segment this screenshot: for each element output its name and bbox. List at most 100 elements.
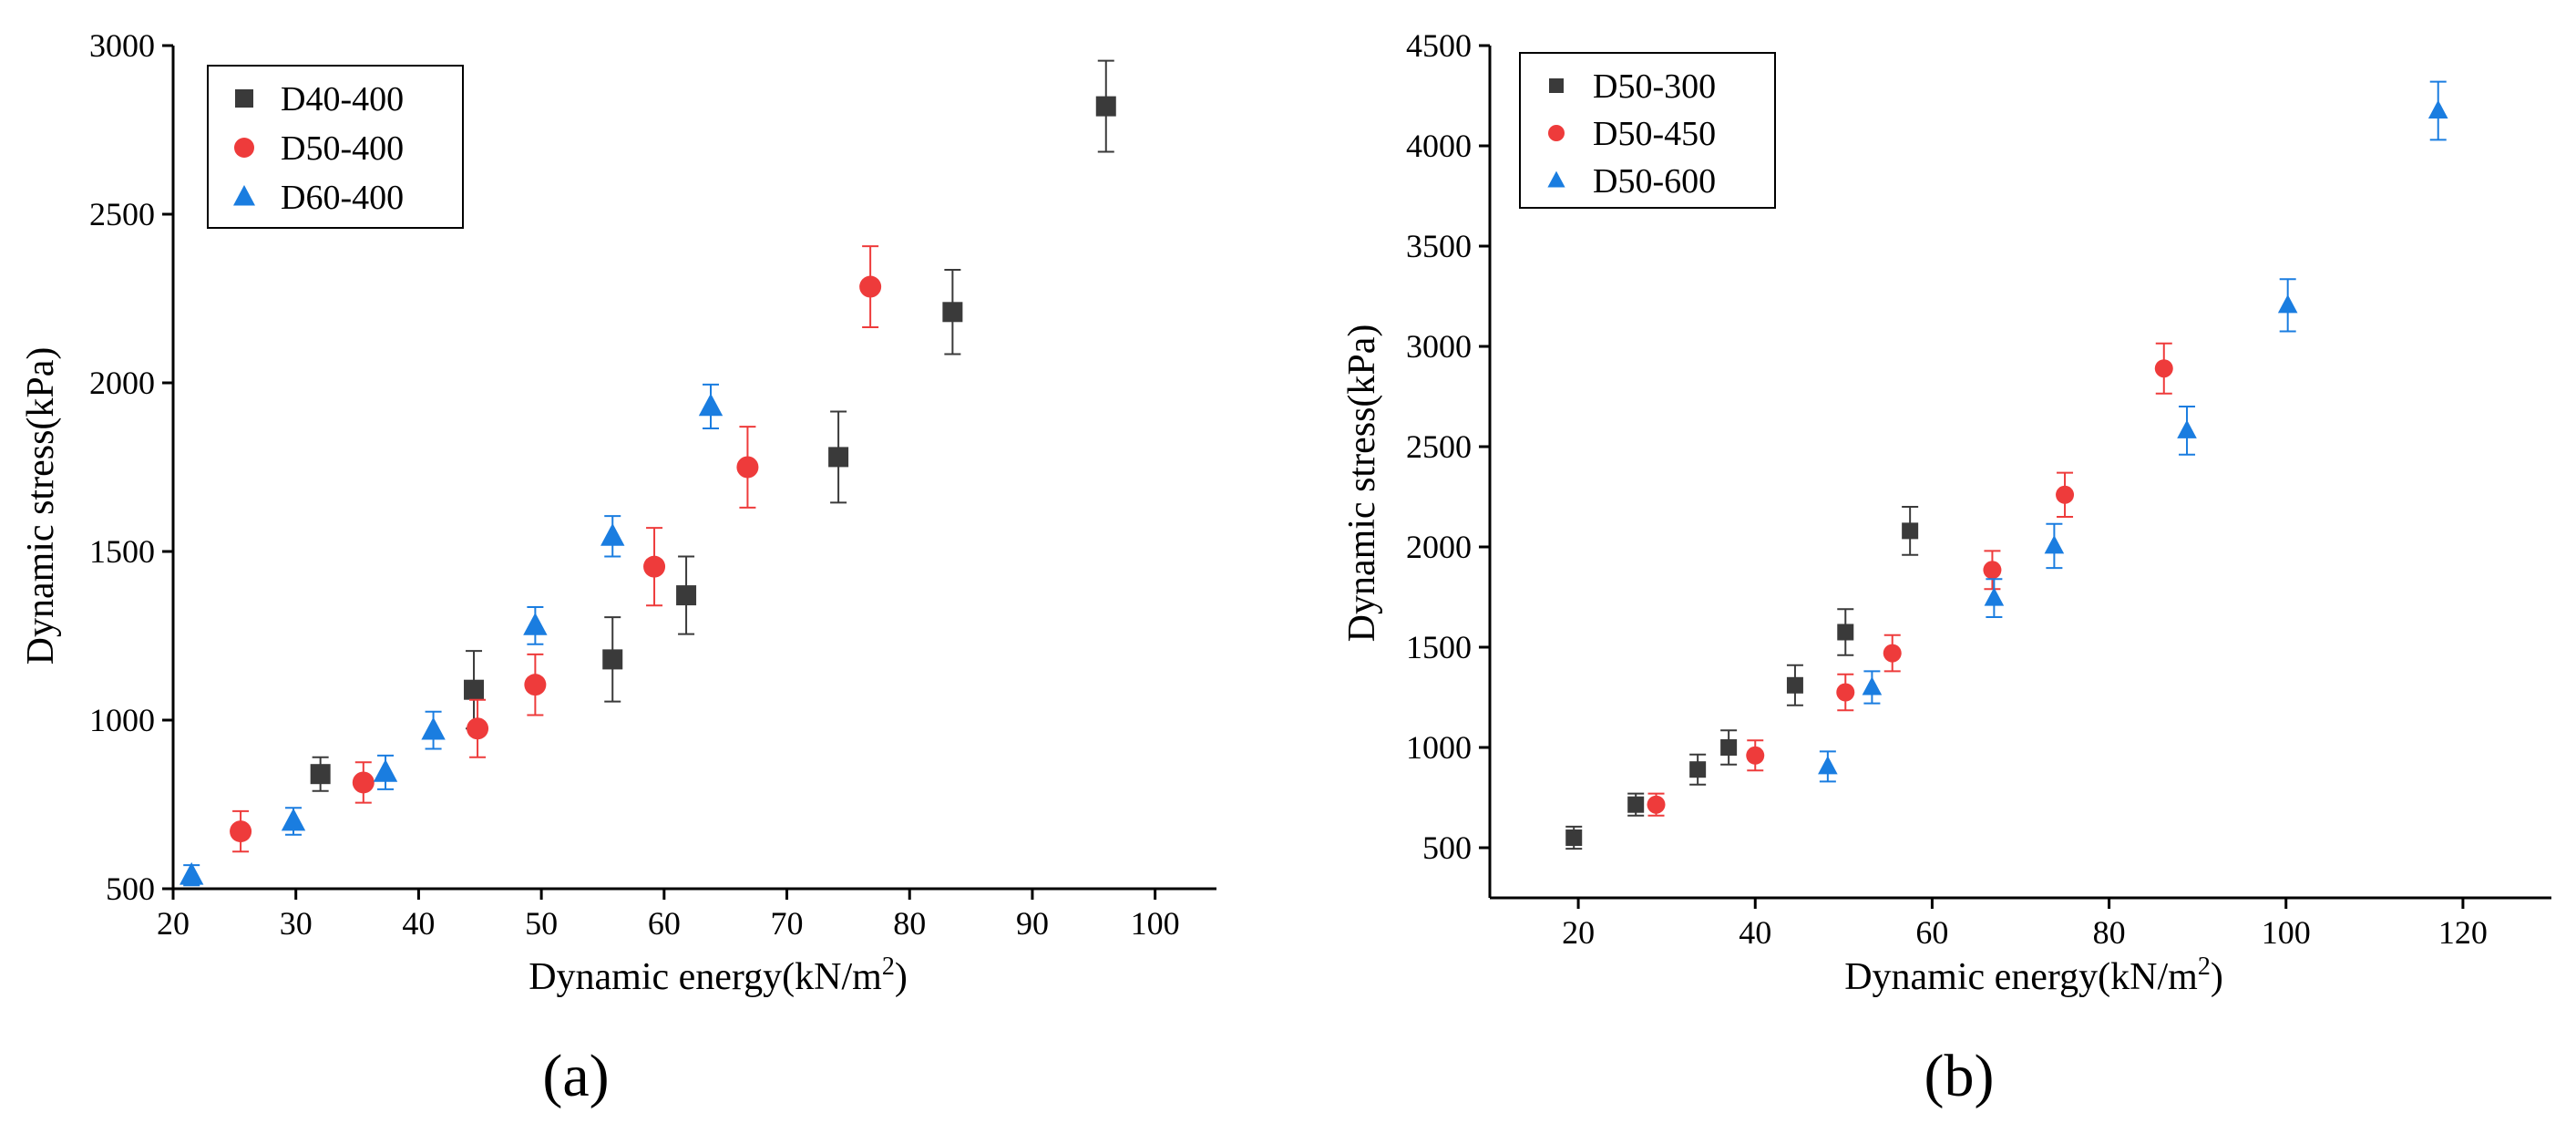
y-tick-label-b: 1500 (1406, 629, 1472, 665)
data-point-D40-400 (464, 679, 485, 700)
data-point-D50-600 (1818, 756, 1838, 775)
data-point-D50-300 (1689, 761, 1707, 778)
data-point-D50-400 (467, 717, 489, 740)
legend-marker-D50-450 (1548, 125, 1565, 141)
x-tick-label-b: 20 (1562, 914, 1595, 951)
data-point-D50-400 (736, 456, 759, 479)
data-point-D50-400 (352, 771, 375, 794)
data-point-D50-600 (2427, 99, 2448, 119)
data-point-D60-400 (698, 393, 724, 417)
data-point-D50-450 (1647, 795, 1666, 814)
legend-b: D50-300 D50-450 D50-600 (1519, 52, 1776, 209)
data-point-D40-400 (1095, 96, 1116, 117)
series-b-D50-450 (1647, 342, 2173, 817)
x-tick-label-a: 40 (402, 905, 435, 942)
panel-label-a: (a) (542, 1043, 609, 1109)
data-point-D60-400 (523, 613, 548, 635)
data-point-D60-400 (180, 861, 204, 885)
legend-marker-D60-400 (233, 184, 255, 206)
legend-label-D50-450: D50-450 (1593, 115, 1716, 153)
legend-label-D50-600: D50-600 (1593, 162, 1716, 201)
legend-a: D40-400 D50-400 D60-400 (207, 65, 464, 229)
data-point-D40-400 (676, 585, 697, 606)
y-axis-title-b: Dynamic stress(kPa) (1341, 325, 1383, 643)
series-a-D50-400 (230, 245, 882, 853)
plot-area-a: 20 30 40 50 60 70 80 90 100 500 1000 1500 2000 2500 30… (89, 27, 1216, 942)
chart-panel-b: 20 40 60 80 100 120 500 1000 1500 2000 2500 3000 350… (1341, 27, 2551, 1109)
x-tick-label-b: 100 (2262, 914, 2311, 951)
data-point-D60-400 (373, 759, 398, 782)
data-point-D50-450 (1836, 683, 1855, 702)
data-point-D50-400 (524, 674, 547, 696)
x-tick-label-a: 90 (1016, 905, 1049, 942)
series-a-D60-400 (180, 383, 724, 887)
data-point-D40-400 (828, 447, 849, 468)
legend-marker-D50-400 (234, 138, 254, 158)
y-tick-label-b: 1000 (1406, 729, 1472, 766)
y-axis-title-a: Dynamic stress(kPa) (20, 347, 62, 665)
data-point-D40-400 (942, 302, 963, 323)
data-point-D50-600 (1984, 587, 2005, 606)
y-tick-label-b: 3000 (1406, 328, 1472, 365)
x-tick-label-a: 20 (157, 905, 190, 942)
legend-marker-D40-400 (235, 89, 253, 108)
legend-label-D60-400: D60-400 (281, 179, 404, 217)
x-tick-label-a: 70 (771, 905, 804, 942)
data-point-D60-400 (600, 523, 625, 546)
data-point-D50-300 (1565, 829, 1583, 846)
data-point-D40-400 (602, 649, 623, 670)
data-point-D50-600 (2044, 535, 2065, 554)
data-point-D50-450 (2154, 359, 2173, 378)
x-tick-label-a: 30 (280, 905, 313, 942)
y-tick-label-a: 3000 (89, 27, 155, 64)
panel-label-b: (b) (1924, 1043, 1995, 1109)
x-axis-title-b: Dynamic energy(kN/m2) (1844, 953, 2223, 998)
data-point-D50-600 (2177, 419, 2197, 438)
y-tick-label-a: 2000 (89, 365, 155, 401)
data-point-D50-300 (1786, 676, 1803, 694)
x-tick-label-b: 60 (1915, 914, 1948, 951)
y-tick-label-b: 3500 (1406, 228, 1472, 264)
data-point-D50-300 (1902, 522, 1919, 540)
x-tick-label-b: 40 (1739, 914, 1771, 951)
series-a-D40-400 (310, 59, 1116, 792)
x-tick-label-a: 100 (1131, 905, 1180, 942)
y-tick-label-b: 2000 (1406, 529, 1472, 565)
y-tick-label-a: 1000 (89, 702, 155, 738)
legend-marker-D50-600 (1547, 170, 1565, 188)
data-point-D50-450 (1983, 561, 2002, 580)
legend-label-D50-400: D50-400 (281, 129, 404, 168)
x-tick-label-b: 80 (2093, 914, 2126, 951)
y-tick-label-b: 4000 (1406, 128, 1472, 164)
data-point-D50-450 (2056, 485, 2075, 504)
data-point-D60-400 (281, 808, 306, 831)
data-point-D50-300 (1627, 796, 1645, 813)
legend-label-D40-400: D40-400 (281, 80, 404, 118)
data-point-D50-300 (1720, 739, 1738, 756)
data-point-D40-400 (310, 764, 331, 785)
y-tick-label-a: 500 (106, 871, 155, 907)
chart-panel-a: 20 30 40 50 60 70 80 90 100 500 1000 1500 2000 2500 30… (20, 27, 1216, 1109)
data-point-D50-450 (1746, 746, 1765, 765)
series-b-D50-600 (1818, 80, 2448, 783)
y-tick-label-a: 2500 (89, 196, 155, 232)
data-point-D50-400 (230, 820, 252, 843)
y-tick-label-b: 2500 (1406, 428, 1472, 465)
plot-area-b: 20 40 60 80 100 120 500 1000 1500 2000 2500 3000 350… (1406, 27, 2551, 951)
y-tick-label-a: 1500 (89, 533, 155, 570)
data-point-D50-400 (643, 555, 666, 578)
data-point-D50-400 (859, 275, 882, 298)
series-b-D50-300 (1565, 506, 1919, 850)
x-tick-label-a: 80 (893, 905, 926, 942)
legend-marker-D50-300 (1549, 78, 1564, 93)
x-tick-label-b: 120 (2438, 914, 2488, 951)
y-tick-label-b: 500 (1422, 829, 1472, 866)
x-tick-label-a: 50 (525, 905, 558, 942)
data-point-D60-400 (421, 716, 446, 740)
legend-label-D50-300: D50-300 (1593, 67, 1716, 106)
x-axis-title-a: Dynamic energy(kN/m2) (529, 953, 908, 998)
data-point-D50-450 (1883, 644, 1902, 663)
data-point-D50-600 (1862, 676, 1883, 695)
y-tick-label-b: 4500 (1406, 27, 1472, 64)
